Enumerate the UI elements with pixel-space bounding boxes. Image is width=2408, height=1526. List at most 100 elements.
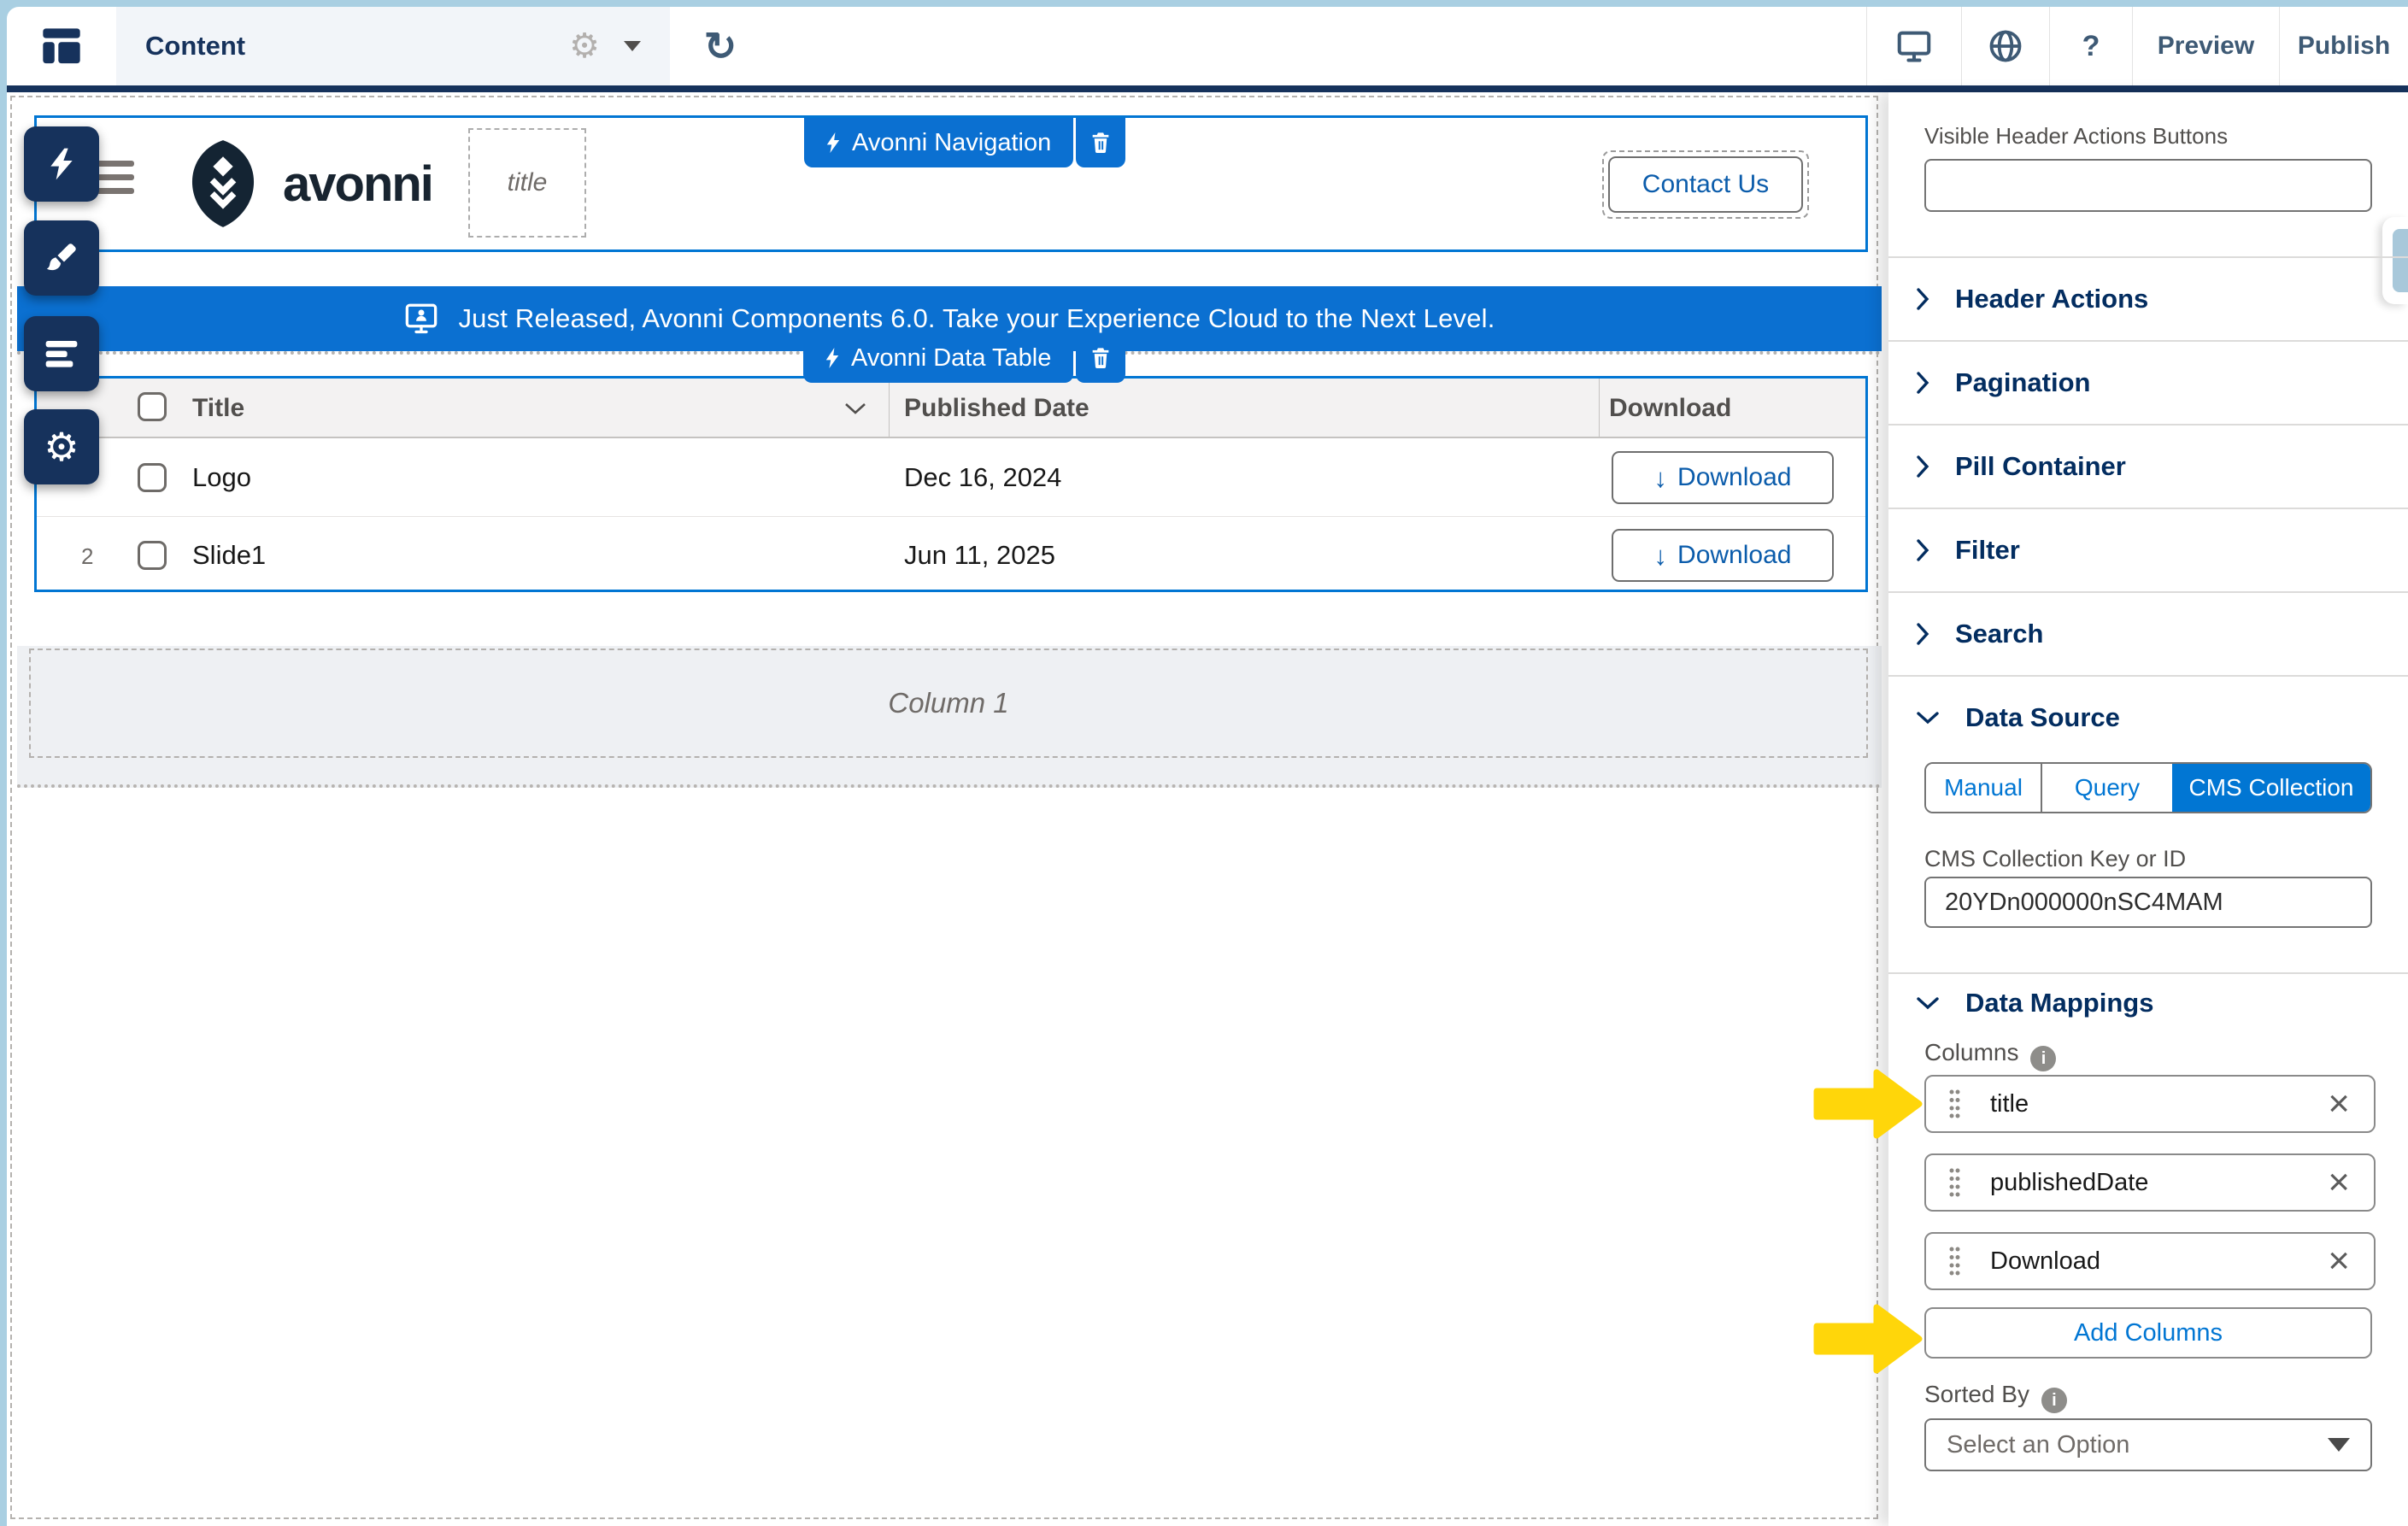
nav-title-placeholder[interactable]: title (468, 128, 586, 238)
mapping-label: title (1990, 1089, 2029, 1118)
panel-section-search[interactable]: Search (1888, 591, 2408, 675)
tab-label: CMS Collection (2188, 774, 2354, 801)
column-header-download[interactable]: Download (1609, 394, 1732, 422)
chevron-left-icon (2393, 229, 2408, 292)
help-button[interactable]: ? (2049, 7, 2132, 85)
data-table-badge-label: Avonni Data Table (851, 343, 1052, 372)
topbar-divider (7, 85, 2408, 92)
components-button[interactable] (24, 126, 99, 202)
caret-down-icon[interactable] (624, 41, 641, 51)
preview-button[interactable]: Preview (2132, 7, 2279, 85)
panel-section-filter[interactable]: Filter (1888, 508, 2408, 591)
locale-button[interactable] (1961, 7, 2049, 85)
panel-section-header-actions[interactable]: Header Actions (1888, 256, 2408, 340)
tab-label: Manual (1944, 774, 2023, 801)
chevron-right-icon (1917, 539, 1929, 561)
tab-label: Query (2074, 774, 2141, 801)
remove-column-button[interactable]: × (2323, 1241, 2355, 1281)
select-all-checkbox[interactable] (138, 392, 167, 421)
visible-header-actions-label: Visible Header Actions Buttons (1924, 123, 2229, 149)
mapping-row-download[interactable]: Download × (1924, 1232, 2376, 1290)
info-icon[interactable]: i (2030, 1046, 2057, 1071)
contact-us-button[interactable]: Contact Us (1608, 156, 1803, 213)
settings-button[interactable]: ⚙ (24, 409, 99, 484)
tab-manual[interactable]: Manual (1926, 764, 2041, 812)
chevron-right-icon (1917, 372, 1929, 394)
tab-cms-collection[interactable]: CMS Collection (2172, 764, 2370, 812)
column-placeholder[interactable]: Column 1 (29, 649, 1868, 758)
section-label: Header Actions (1955, 284, 2149, 314)
page-selector[interactable]: Content ⚙ (116, 7, 670, 85)
tab-query[interactable]: Query (2041, 764, 2172, 812)
table-header-row: Title Published Date Download (37, 379, 1865, 438)
navigation-badge-label-chip[interactable]: Avonni Navigation (804, 118, 1074, 167)
download-button[interactable]: ↓ Download (1612, 451, 1834, 504)
avonni-data-table-component[interactable]: Title Published Date Download Logo Dec 1… (34, 376, 1868, 592)
drag-handle-icon[interactable] (1948, 1089, 1961, 1119)
publish-button[interactable]: Publish (2279, 7, 2408, 85)
cms-key-input[interactable] (1924, 877, 2372, 928)
lightning-bolt-icon (826, 132, 840, 153)
navigation-badge-label: Avonni Navigation (852, 128, 1052, 156)
columns-label: Columns (1924, 1039, 2019, 1065)
data-table-badge-label-chip[interactable]: Avonni Data Table (803, 333, 1074, 383)
column-header-title[interactable]: Title (192, 394, 245, 422)
lightning-bolt-icon (825, 348, 839, 368)
announcement-monitor-icon (403, 301, 439, 337)
chevron-right-icon (1917, 623, 1929, 645)
panel-section-data-mappings[interactable]: Data Mappings (1916, 988, 2153, 1018)
add-columns-button[interactable]: Add Columns (1924, 1307, 2372, 1359)
avonni-navigation-component[interactable]: avonni title Avonni Navigation (34, 115, 1868, 252)
delete-navigation-button[interactable] (1076, 118, 1126, 167)
chevron-down-icon (1917, 997, 1939, 1010)
sorted-by-label: Sorted By (1924, 1381, 2029, 1407)
panel-divider (1888, 972, 2408, 974)
drag-handle-icon[interactable] (1948, 1167, 1961, 1198)
section-label: Search (1955, 619, 2044, 649)
column-divider (889, 379, 890, 438)
properties-panel: Visible Header Actions Buttons Header Ac… (1888, 92, 2408, 1526)
download-arrow-icon: ↓ (1653, 540, 1668, 571)
remove-column-button[interactable]: × (2323, 1084, 2355, 1124)
structure-button[interactable] (24, 316, 99, 391)
column-divider (1599, 379, 1600, 438)
sort-chevron-down-icon[interactable] (844, 402, 866, 415)
panel-section-pill-container[interactable]: Pill Container (1888, 424, 2408, 508)
pages-menu-button[interactable] (7, 7, 116, 85)
nav-title-placeholder-text: title (507, 168, 548, 197)
panel-section-pagination[interactable]: Pagination (1888, 340, 2408, 424)
add-columns-label: Add Columns (2073, 1318, 2223, 1347)
panel-collapse-handle[interactable] (2382, 217, 2408, 304)
remove-column-button[interactable]: × (2323, 1163, 2355, 1202)
panel-section-data-source[interactable]: Data Source (1888, 675, 2408, 759)
download-button-label: Download (1677, 463, 1792, 491)
mapping-label: Download (1990, 1247, 2100, 1275)
cell-published-date: Dec 16, 2024 (904, 462, 1062, 492)
mapping-row-title[interactable]: title × (1924, 1075, 2376, 1133)
row-checkbox[interactable] (138, 541, 167, 570)
page-settings-gear-icon[interactable]: ⚙ (569, 27, 600, 65)
lightning-bolt-icon (44, 145, 79, 183)
visible-header-actions-input[interactable] (1924, 159, 2372, 212)
hamburger-menu-icon[interactable] (95, 161, 134, 194)
cell-published-date: Jun 11, 2025 (904, 540, 1055, 570)
drag-handle-icon[interactable] (1948, 1246, 1961, 1277)
mapping-row-published-date[interactable]: publishedDate × (1924, 1153, 2376, 1212)
trash-icon (1089, 346, 1113, 370)
gear-icon: ⚙ (44, 425, 79, 469)
contact-us-selection-outline: Contact Us (1602, 150, 1809, 219)
publish-label: Publish (2297, 32, 2391, 60)
refresh-button[interactable]: ↻ (670, 7, 771, 85)
align-left-icon (44, 337, 79, 371)
sorted-by-select[interactable]: Select an Option (1924, 1418, 2372, 1471)
empty-section: Column 1 (17, 646, 1882, 788)
download-button[interactable]: ↓ Download (1612, 529, 1834, 582)
delete-data-table-button[interactable] (1076, 333, 1126, 383)
chevron-right-icon (1917, 455, 1929, 478)
theme-button[interactable] (24, 220, 99, 296)
info-icon[interactable]: i (2041, 1388, 2067, 1413)
chevron-down-icon (1917, 712, 1939, 725)
desktop-view-button[interactable] (1866, 7, 1961, 85)
column-header-published-date[interactable]: Published Date (904, 394, 1089, 422)
row-checkbox[interactable] (138, 463, 167, 492)
